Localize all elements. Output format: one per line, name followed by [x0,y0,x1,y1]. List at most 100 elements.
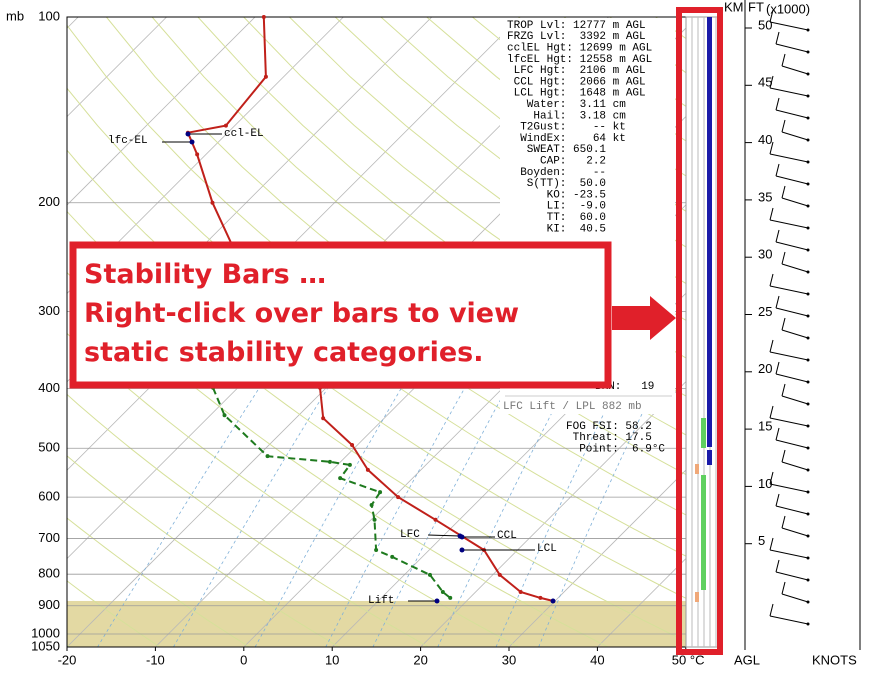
wind-barb [775,559,810,582]
barb-flag [781,515,786,529]
barb-staff [781,329,809,339]
barb-dot [806,94,810,98]
pressure-label: 900 [38,597,60,612]
wind-barb [781,119,810,142]
barb-staff [769,87,809,97]
wind-barb [769,273,810,296]
dewpoint-profile-point [338,476,343,481]
ft-unit: (x1000) [766,1,810,16]
dewpoint-profile-point [378,490,383,495]
dewpoint-profile-point [222,413,227,418]
stability-highlight [676,7,723,655]
barb-dot [806,204,810,208]
barb-staff [769,483,809,493]
pressure-label: 200 [38,194,60,209]
dry-adiabat [67,271,609,647]
barb-flag [775,229,780,243]
barb-flag [781,449,786,463]
surface-dot [550,598,556,604]
barb-staff [781,461,809,471]
barb-dot [806,402,810,406]
barb-dot [806,600,810,604]
mixing-ratio [495,388,617,647]
barb-flag [775,295,780,309]
isotherm [67,17,256,206]
barb-flag [781,317,786,331]
dry-adiabat [67,455,340,647]
pressure-label: 500 [38,440,60,455]
barb-flag [769,339,774,353]
wind-barb [781,515,810,538]
barb-dot [806,292,810,296]
wind-barb [769,207,810,230]
index-line: LI: -9.0 [507,201,606,213]
barb-dot [806,512,810,516]
dewpoint-profile-point [265,454,270,459]
wind-barb [781,53,810,76]
wind-barb [775,229,810,252]
wind-barb [769,603,810,626]
annotation-dot [434,598,440,604]
km-label: KM [724,0,744,14]
barb-staff [781,65,809,75]
barb-staff [769,351,809,361]
barb-dot [806,424,810,428]
annotation-dot [459,534,465,540]
dewpoint-profile-point [427,572,432,577]
barb-dot [806,622,810,626]
wind-barb [775,163,810,186]
dewpoint-profile-point [374,548,379,553]
knots-label: KNOTS [812,652,857,667]
wind-barb [775,295,810,318]
mixing-ratio [173,388,328,647]
index-line: cclEL Hgt: 12699 m AGL [507,43,652,55]
temperature-label: 0 [240,652,247,667]
wind-barb [775,97,810,120]
barb-dot [806,116,810,120]
barb-flag [775,493,780,507]
stability-bar [707,17,712,447]
barb-flag [769,207,774,221]
index-line: T2Gust: -- kt [507,122,626,134]
pressure-label: 700 [38,530,60,545]
ft-label: FT [748,0,764,14]
index-line: lfcEL Hgt: 12558 m AGL [507,54,652,66]
barb-dot [806,28,810,32]
temperature-label: 20 [413,652,427,667]
temperature-profile-point [350,443,355,448]
wind-barb [769,339,810,362]
callout-text: Right-click over bars to view [84,298,519,329]
ft-tick-label: 35 [758,189,772,204]
barb-flag [769,405,774,419]
temperature-label: 30 [502,652,516,667]
stability-bar [701,418,706,448]
dry-adiabat [67,580,161,647]
barb-dot [806,72,810,76]
annotation-label: LFC [400,529,420,541]
temperature-profile-point [518,590,523,595]
temperature-label: -20 [58,652,77,667]
dry-adiabat [67,393,429,647]
barb-staff [781,395,809,405]
isotherm [67,17,344,294]
barb-flag [781,185,786,199]
annotation-label: LCL [537,543,557,555]
barb-flag [769,141,774,155]
annotation-dot [459,547,465,553]
pressure-label: 300 [38,303,60,318]
callout-box [69,241,612,389]
temperature-profile-point [396,495,401,500]
mixing-ratio [372,388,507,647]
temperature-label: -10 [146,652,165,667]
dewpoint-profile-point [448,595,453,600]
barb-dot [806,314,810,318]
stability-bar [707,450,712,465]
mixing-ratio [325,388,465,647]
wind-barb [781,449,810,472]
barb-dot [806,556,810,560]
barb-dot [806,226,810,230]
temperature-label: 50 °C [672,652,705,667]
isotherm [67,17,79,29]
stability-bar [701,475,706,590]
barb-staff [769,549,809,559]
